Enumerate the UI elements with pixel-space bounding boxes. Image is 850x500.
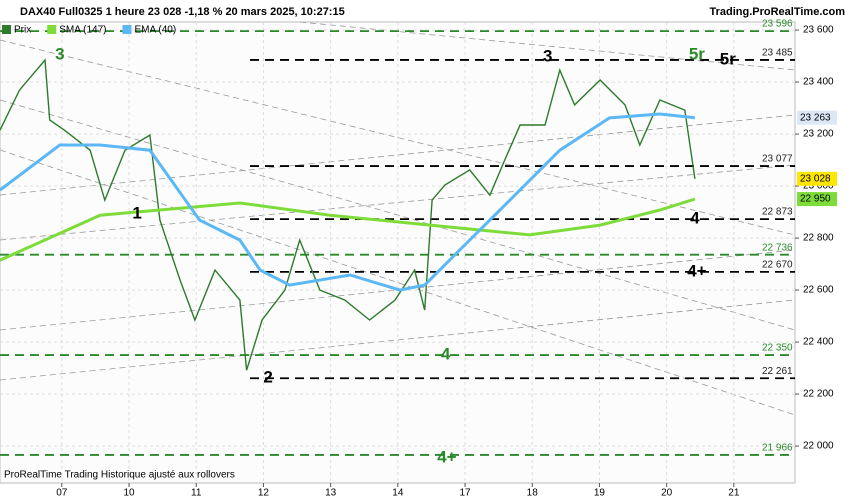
legend-label: SMA (147) [59,25,106,36]
series-line [0,197,696,262]
y-tick-label: 22 600 [803,285,834,296]
level-label: 22 670 [762,260,793,271]
y-tick-label: 22 400 [803,337,834,348]
price-tag: 22 950 [800,194,831,205]
legend-label: Prix [14,25,31,36]
chart-title: DAX40 Full0325 1 heure 23 028 -1,18 % 20… [20,6,345,18]
level-label: 22 736 [762,242,793,253]
trend-line [0,164,796,241]
y-tick-label: 23 000 [803,181,834,192]
level-label: 22 261 [762,366,793,377]
level-label: 22 873 [762,207,793,218]
y-tick-label: 22 200 [803,389,834,400]
x-tick-label: 14 [392,488,404,499]
level-label: 21 966 [762,443,793,454]
trend-line [299,21,796,71]
price-tag-box [797,171,837,186]
x-tick-label: 12 [258,488,270,499]
annotation: 4 [441,345,451,364]
level-label: 23 485 [762,48,793,59]
x-tick-label: 19 [594,488,606,499]
price-tag: 23 028 [800,173,831,184]
annotation: 4 [690,209,700,228]
x-tick-label: 18 [527,488,539,499]
site-name: Trading.ProRealTime.com [709,6,845,18]
trend-line [0,299,796,381]
level-label: 22 350 [762,343,793,354]
annotation: 4+ [687,262,706,281]
footer: ProRealTime Trading Historique ajusté au… [4,470,235,481]
x-tick-label: 20 [661,488,673,499]
price-tag-box [797,192,837,207]
trend-line [0,114,796,196]
series-line [0,112,696,292]
y-tick-label: 23 200 [803,129,834,140]
y-tick-label: 23 400 [803,77,834,88]
annotation: 3 [55,45,64,64]
trend-line [0,39,796,236]
price-tag: 23 263 [800,112,831,123]
series-line [0,58,696,371]
annotation: 1 [132,204,141,223]
x-tick-label: 17 [459,488,471,499]
legend-swatch [122,25,132,34]
legend-label: EMA (40) [134,25,176,36]
y-tick-label: 22 800 [803,233,834,244]
x-tick-label: 10 [123,488,135,499]
legend-swatch [2,25,11,34]
trend-line [0,249,796,331]
y-tick-label: 23 600 [803,25,834,36]
annotation: 5r [720,49,736,68]
annotation: 2 [263,367,272,386]
x-tick-label: 11 [191,488,202,499]
y-tick-label: 22 000 [803,441,834,452]
annotation: 5r [689,45,705,64]
x-tick-label: 13 [325,488,337,499]
legend-swatch [47,25,57,34]
level-label: 23 077 [762,154,793,165]
annotation: 3 [543,47,552,66]
x-tick-label: 21 [728,488,740,499]
level-label: 23 596 [762,19,793,30]
x-tick-label: 07 [56,488,68,499]
annotation: 4+ [437,448,456,467]
price-tag-box [797,110,837,125]
